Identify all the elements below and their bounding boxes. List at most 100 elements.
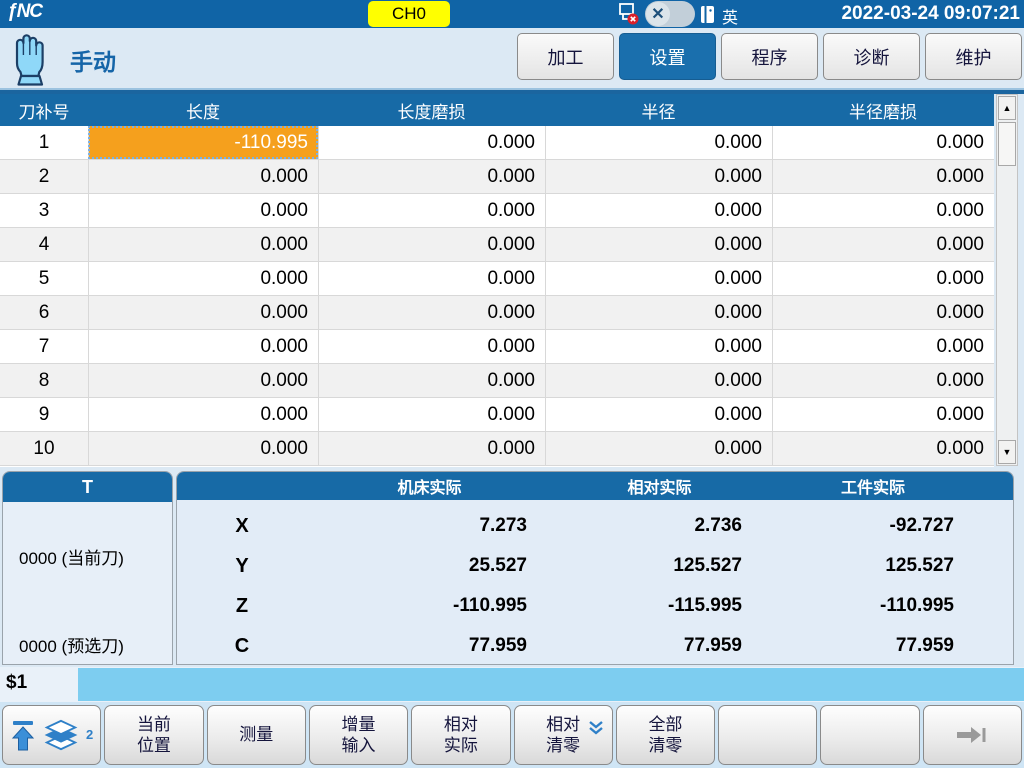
offset-cell[interactable]: 0.000 — [88, 432, 318, 465]
axis-name: Y — [235, 554, 249, 577]
offset-cell[interactable]: 0.000 — [88, 398, 318, 431]
table-row: 7 0.000 0.000 0.000 0.000 — [0, 330, 994, 364]
offset-cell[interactable]: 0.000 — [88, 194, 318, 227]
axis-row: C 77.959 77.959 77.959 — [177, 626, 1013, 666]
next-menu-arrow-icon — [957, 727, 986, 743]
offset-cell[interactable]: -110.995 — [88, 126, 318, 159]
offset-cell[interactable]: 0.000 — [318, 228, 545, 261]
offset-cell[interactable]: 0.000 — [545, 160, 772, 193]
axis-name: X — [235, 514, 249, 537]
table-row: 10 0.000 0.000 0.000 0.000 — [0, 432, 994, 466]
softkey-clear-all[interactable]: 全部 清零 — [615, 705, 716, 765]
relative-actual-value: 125.527 — [673, 555, 742, 576]
offset-cell[interactable]: 0.000 — [545, 262, 772, 295]
offset-cell[interactable]: 0.000 — [545, 364, 772, 397]
softkey-empty-1[interactable] — [718, 705, 818, 765]
column-header-4: 半径 — [641, 102, 676, 122]
offset-cell[interactable]: 0.000 — [545, 296, 772, 329]
offset-cell[interactable]: 0.000 — [318, 296, 545, 329]
position-panel: 机床实际 相对实际 工件实际 X 7.273 2.736 -92.727 Y 25.527 12… — [176, 471, 1014, 665]
table-body: 1 -110.995 0.000 0.000 0.000 2 0.000 0.000 0.000… — [0, 126, 994, 466]
table-row: 8 0.000 0.000 0.000 0.000 — [0, 364, 994, 398]
relative-actual-value: 2.736 — [694, 515, 742, 536]
offset-cell[interactable]: 0.000 — [88, 160, 318, 193]
main-tabs: 加工 设置 程序 诊断 维护 — [517, 33, 1022, 80]
tab-5[interactable]: 维护 — [925, 33, 1022, 80]
offset-cell[interactable]: 0.000 — [772, 126, 994, 159]
softkey-nav-icons[interactable]: 2 — [2, 705, 102, 765]
network-error-icon — [617, 2, 641, 31]
column-header-1: 刀补号 — [18, 102, 70, 122]
offset-cell[interactable]: 0.000 — [545, 228, 772, 261]
offset-cell[interactable]: 0.000 — [318, 398, 545, 431]
axis-row: Z -110.995 -115.995 -110.995 — [177, 586, 1013, 626]
layers-icon — [44, 719, 78, 751]
offset-cell[interactable]: 0.000 — [318, 330, 545, 363]
offset-cell[interactable]: 0.000 — [318, 194, 545, 227]
offset-cell[interactable]: 0.000 — [772, 296, 994, 329]
softkey-incremental-input[interactable]: 增量 输入 — [308, 705, 409, 765]
channel-status-row: $1 — [0, 667, 1024, 702]
offset-cell[interactable]: 0.000 — [545, 432, 772, 465]
usb-eject-button[interactable]: ✕ — [645, 1, 695, 27]
chevron-down-icon — [589, 721, 603, 735]
offset-cell[interactable]: 0.000 — [88, 228, 318, 261]
current-tool-value: 0000 (当前刀) — [19, 549, 124, 568]
tab-1[interactable]: 加工 — [517, 33, 614, 80]
offset-cell[interactable]: 0.000 — [88, 296, 318, 329]
offset-cell[interactable]: 0.000 — [318, 262, 545, 295]
top-status-bar: ƒNC CH0 ✕ 英 2022-03-24 09:07:21 — [0, 0, 1024, 28]
softkey-next-menu[interactable] — [922, 705, 1022, 765]
offset-cell[interactable]: 0.000 — [88, 330, 318, 363]
tool-panel: T 0000 (当前刀) 0000 (预选刀) — [2, 471, 173, 665]
offset-cell[interactable]: 0.000 — [318, 364, 545, 397]
axis-row: Y 25.527 125.527 125.527 — [177, 546, 1013, 586]
offset-cell[interactable]: 0.000 — [772, 398, 994, 431]
machine-actual-value: -110.995 — [453, 595, 527, 616]
mode-label: 手动 — [70, 49, 116, 75]
table-row: 4 0.000 0.000 0.000 0.000 — [0, 228, 994, 262]
table-row: 6 0.000 0.000 0.000 0.000 — [0, 296, 994, 330]
offset-cell[interactable]: 0.000 — [545, 194, 772, 227]
datetime-display: 2022-03-24 09:07:21 — [841, 3, 1020, 24]
offset-cell[interactable]: 0.000 — [772, 262, 994, 295]
offset-cell[interactable]: 0.000 — [545, 330, 772, 363]
position-column-header-2: 相对实际 — [627, 480, 692, 497]
axis-column-spacer — [177, 472, 307, 500]
offset-cell[interactable]: 0.000 — [772, 194, 994, 227]
channel-label: $1 — [6, 672, 28, 693]
offset-cell[interactable]: 0.000 — [772, 432, 994, 465]
offset-cell[interactable]: 0.000 — [545, 126, 772, 159]
relative-actual-value: -115.995 — [668, 595, 742, 616]
position-column-header-3: 工件实际 — [840, 480, 905, 497]
offset-cell[interactable]: 0.000 — [545, 398, 772, 431]
tab-2[interactable]: 设置 — [619, 33, 716, 80]
offset-cell[interactable]: 0.000 — [772, 330, 994, 363]
softkey-bar: 2 当前 位置 测量 增量 输入 相对 实际 相对 清零 全部 清零 — [0, 702, 1024, 768]
table-scrollbar[interactable]: ▲ ▼ — [996, 94, 1018, 466]
tab-4[interactable]: 诊断 — [823, 33, 920, 80]
scroll-up-icon[interactable]: ▲ — [998, 96, 1016, 120]
offset-row-number: 9 — [38, 403, 50, 425]
scroll-down-icon[interactable]: ▼ — [998, 440, 1016, 464]
softkey-current-position[interactable]: 当前 位置 — [104, 705, 204, 765]
softkey-empty-2[interactable] — [820, 705, 920, 765]
offset-cell[interactable]: 0.000 — [88, 364, 318, 397]
close-icon: ✕ — [646, 2, 670, 26]
offset-cell[interactable]: 0.000 — [318, 432, 545, 465]
offset-cell[interactable]: 0.000 — [88, 262, 318, 295]
softkey-relative-clear[interactable]: 相对 清零 — [513, 705, 613, 765]
softkey-relative-actual[interactable]: 相对 实际 — [411, 705, 511, 765]
offset-cell[interactable]: 0.000 — [318, 160, 545, 193]
tab-3[interactable]: 程序 — [721, 33, 818, 80]
offset-cell[interactable]: 0.000 — [318, 126, 545, 159]
offset-cell[interactable]: 0.000 — [772, 160, 994, 193]
scrollbar-thumb[interactable] — [998, 122, 1016, 166]
relative-actual-value: 77.959 — [683, 635, 742, 656]
offset-row-number: 6 — [38, 301, 50, 323]
channel-badge: CH0 — [368, 1, 450, 27]
softkey-measure[interactable]: 测量 — [206, 705, 306, 765]
offset-cell[interactable]: 0.000 — [772, 364, 994, 397]
offset-cell[interactable]: 0.000 — [772, 228, 994, 261]
